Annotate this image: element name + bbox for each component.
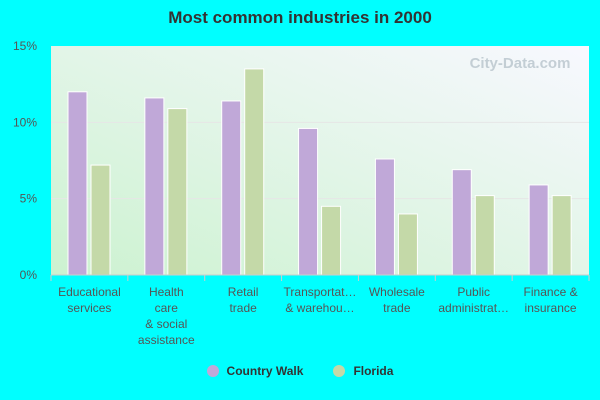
y-tick-label: 15% xyxy=(13,39,37,53)
legend-swatch-country-walk xyxy=(206,365,219,377)
legend-label: Florida xyxy=(353,364,394,378)
bar-florida xyxy=(397,213,418,276)
bar-country-walk xyxy=(451,169,472,276)
x-tick-label: trade xyxy=(229,301,257,315)
x-tick-label: Educational xyxy=(58,285,121,299)
bar-country-walk xyxy=(144,97,165,276)
x-tick-label: insurance xyxy=(525,301,577,315)
x-tick-label: Wholesale xyxy=(369,285,425,299)
x-tick-label: administrat… xyxy=(438,301,509,315)
legend-item-florida[interactable]: Florida xyxy=(333,364,393,378)
bar-florida xyxy=(474,195,495,276)
legend-swatch-florida xyxy=(333,365,346,377)
legend-item-country-walk[interactable]: Country Walk xyxy=(206,364,304,378)
x-tick-label: Public xyxy=(457,285,490,299)
y-tick-label: 10% xyxy=(13,115,37,129)
bar-florida xyxy=(167,108,188,276)
x-tick-label: services xyxy=(67,301,111,315)
bar-country-walk xyxy=(528,184,549,276)
bar-country-walk xyxy=(374,158,395,276)
x-tick-label: & warehou… xyxy=(285,301,354,315)
x-tick-label: care xyxy=(155,301,179,315)
x-tick-label: & social xyxy=(145,317,187,331)
bar-country-walk xyxy=(298,127,319,276)
bar-florida xyxy=(321,205,342,276)
x-tick-label: Health xyxy=(149,285,184,299)
bar-florida xyxy=(90,164,111,276)
x-tick-label: Finance & xyxy=(524,285,578,299)
bar-florida xyxy=(244,68,265,276)
y-tick-label: 5% xyxy=(20,192,38,206)
bar-country-walk xyxy=(221,100,242,276)
bar-florida xyxy=(551,195,572,276)
legend-label: Country Walk xyxy=(226,364,304,378)
x-tick-label: trade xyxy=(383,301,411,315)
x-tick-label: assistance xyxy=(138,333,195,347)
y-tick-label: 0% xyxy=(20,268,38,282)
plot-background xyxy=(51,46,589,275)
bar-country-walk xyxy=(67,91,88,276)
x-tick-label: Transportat… xyxy=(284,285,357,299)
watermark: City-Data.com xyxy=(470,55,571,72)
chart-title: Most common industries in 2000 xyxy=(168,8,432,27)
x-tick-label: Retail xyxy=(228,285,259,299)
legend: Country Walk Florida xyxy=(0,364,600,378)
